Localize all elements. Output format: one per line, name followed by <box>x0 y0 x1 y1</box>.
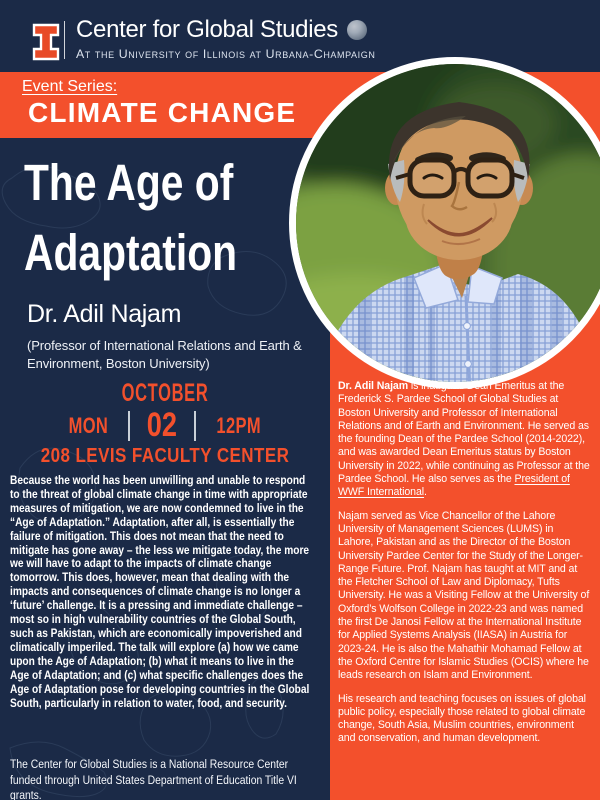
org-name: Center for Global Studies <box>76 16 338 43</box>
university-header: Center for Global Studies At the Univers… <box>0 0 600 72</box>
date-separator <box>193 410 196 441</box>
bio-paragraph-3: His research and teaching focuses on iss… <box>338 692 586 745</box>
bio-text: is inaugural Dean Emeritus at the Freder… <box>338 380 590 486</box>
bio-paragraph-2: Najam served as Vice Chancellor of the L… <box>338 509 590 682</box>
event-month: OCTOBER <box>121 379 209 407</box>
globe-icon <box>346 20 367 40</box>
talk-abstract: Because the world has been unwilling and… <box>10 473 310 710</box>
speaker-photo <box>289 57 600 389</box>
map-contour-decor <box>1 165 287 798</box>
event-date-row: MON 02 12PM <box>0 406 330 445</box>
speaker-name: Dr. Adil Najam <box>27 300 182 328</box>
date-separator <box>127 410 130 441</box>
event-title: The Age of Adaptation <box>24 148 237 288</box>
bio-paragraph-1: Dr. Adil Najam is inaugural Dean Emeritu… <box>338 380 590 500</box>
illinois-block-i-icon <box>32 23 60 61</box>
logo-divider <box>64 21 65 59</box>
speaker-bio: Dr. Adil Najam is inaugural Dean Emeritu… <box>338 380 590 756</box>
event-title-line1: The Age of <box>24 154 234 211</box>
funding-note: The Center for Global Studies is a Natio… <box>10 757 297 800</box>
event-series-title: CLIMATE CHANGE <box>28 97 297 128</box>
event-weekday: MON <box>68 412 109 438</box>
bio-speaker-name: Dr. Adil Najam <box>338 380 409 392</box>
event-title-line2: Adaptation <box>24 224 238 281</box>
event-venue: 208 LEVIS FACULTY CENTER <box>40 445 290 467</box>
speaker-affiliation: (Professor of International Relations an… <box>27 338 302 371</box>
bio-text: . <box>424 486 427 499</box>
event-day: 02 <box>146 406 177 444</box>
event-time: 12PM <box>216 412 261 438</box>
event-series-label: Event Series: <box>22 78 118 95</box>
wwf-president-link[interactable]: President of WWF International <box>338 473 570 499</box>
org-subtitle: At the University of Illinois at Urbana-… <box>76 47 376 61</box>
